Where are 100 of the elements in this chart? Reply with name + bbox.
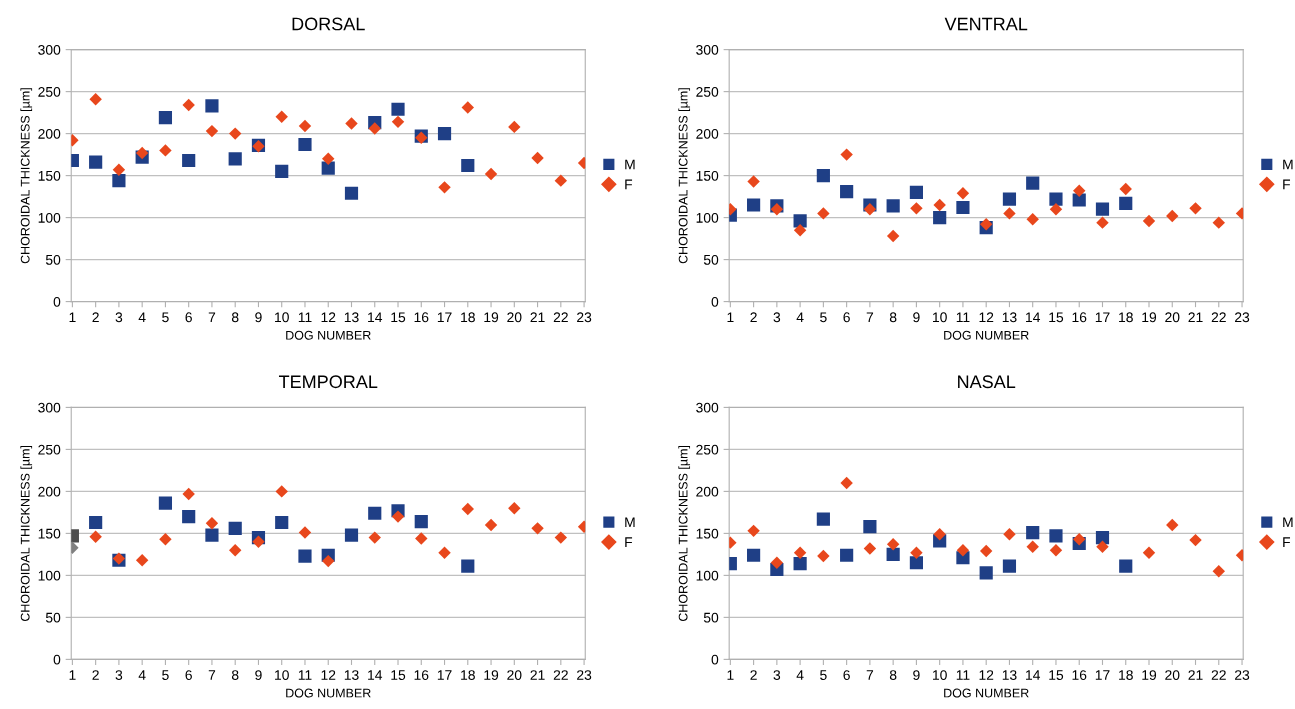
x-tick-label: 19 <box>1142 670 1157 680</box>
x-tick-label: 14 <box>1026 670 1041 680</box>
point <box>368 531 381 544</box>
point <box>438 181 451 194</box>
x-tick-label: 13 <box>344 312 359 323</box>
point <box>298 549 312 563</box>
point <box>1002 192 1017 206</box>
x-tick-label: 15 <box>391 312 406 323</box>
point <box>1049 192 1063 206</box>
point <box>508 501 521 515</box>
y-tick-label: 150 <box>38 170 61 181</box>
point <box>298 119 312 133</box>
x-tick-label: 19 <box>1142 312 1157 323</box>
point <box>531 151 544 165</box>
chart-title: NASAL <box>958 375 1016 389</box>
point <box>1003 207 1016 220</box>
point <box>1049 202 1063 216</box>
x-axis-title: DOG NUMBER <box>286 688 371 698</box>
point <box>275 485 288 498</box>
point <box>298 137 312 152</box>
x-tick-label: 2 <box>92 312 99 323</box>
point <box>886 199 900 213</box>
y-tick-label: 300 <box>696 402 719 413</box>
point <box>793 214 807 228</box>
point <box>1095 202 1110 216</box>
y-tick-label: 100 <box>696 570 719 581</box>
x-tick-label: 11 <box>298 670 312 680</box>
x-tick-label: 12 <box>321 312 336 323</box>
point <box>461 101 474 114</box>
point <box>747 175 760 188</box>
x-tick-label: 8 <box>889 312 897 323</box>
point <box>368 122 381 135</box>
point <box>182 510 196 524</box>
point <box>89 92 102 106</box>
point <box>956 200 970 215</box>
x-tick-label: 22 <box>1211 670 1226 680</box>
point <box>1073 184 1086 197</box>
x-tick-label: 5 <box>820 670 827 680</box>
point <box>979 218 993 231</box>
y-tick-label: 100 <box>696 212 719 223</box>
x-tick-label: 3 <box>115 670 123 680</box>
x-tick-label: 14 <box>368 312 383 323</box>
point <box>910 202 923 215</box>
point <box>1026 540 1039 554</box>
x-tick-label: 6 <box>843 670 850 680</box>
point <box>1072 193 1086 207</box>
x-tick-label: 19 <box>484 312 499 323</box>
x-axis-title: DOG NUMBER <box>944 330 1029 340</box>
legend-label: F <box>1283 179 1291 190</box>
y-tick-label: 150 <box>38 528 61 539</box>
x-tick-label: 1 <box>69 670 76 680</box>
point <box>956 543 970 557</box>
legend-label: F <box>625 179 633 190</box>
x-tick-label: 21 <box>530 312 545 323</box>
x-tick-label: 17 <box>437 312 452 323</box>
point <box>182 98 195 112</box>
y-tick-label: 250 <box>696 444 719 455</box>
point <box>275 164 289 178</box>
point <box>909 556 923 570</box>
point <box>112 174 126 188</box>
point <box>321 161 335 175</box>
point <box>322 152 335 166</box>
point <box>747 524 760 538</box>
legend-label: M <box>1283 159 1293 170</box>
point <box>1003 528 1016 541</box>
point <box>956 187 970 200</box>
point <box>89 515 103 530</box>
y-tick-label: 250 <box>696 86 719 97</box>
point <box>816 169 830 183</box>
chart-title: TEMPORAL <box>278 375 378 389</box>
legend-label: M <box>625 159 635 170</box>
point <box>1119 182 1132 196</box>
x-tick-label: 18 <box>1119 312 1133 323</box>
point <box>228 127 242 140</box>
point <box>1166 518 1179 532</box>
point <box>461 559 475 573</box>
point <box>909 185 923 199</box>
point <box>770 556 784 569</box>
point <box>840 184 854 199</box>
point <box>910 546 923 559</box>
legend-label: M <box>625 517 635 528</box>
x-tick-label: 13 <box>1002 670 1017 680</box>
x-tick-label: 15 <box>1049 312 1064 323</box>
point <box>205 528 219 542</box>
point <box>484 518 498 532</box>
point <box>158 496 173 510</box>
y-tick-label: 200 <box>696 486 719 497</box>
point <box>461 502 474 516</box>
x-tick-label: 12 <box>979 670 994 680</box>
x-tick-label: 5 <box>820 312 827 323</box>
point <box>531 522 544 535</box>
y-tick-label: 50 <box>45 612 61 623</box>
point <box>1212 564 1225 578</box>
x-tick-label: 18 <box>461 670 475 680</box>
point <box>886 547 900 561</box>
x-tick-label: 7 <box>208 670 216 680</box>
point <box>391 115 405 129</box>
x-tick-label: 12 <box>979 312 994 323</box>
point <box>391 102 405 116</box>
point <box>840 148 853 161</box>
